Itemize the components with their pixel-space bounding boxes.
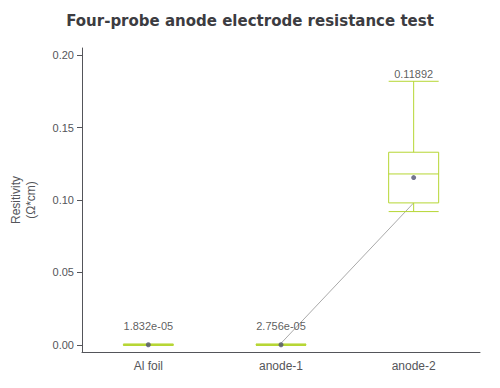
- svg-text:Four-probe anode electrode res: Four-probe anode electrode resistance te…: [66, 12, 434, 30]
- svg-text:0.15: 0.15: [53, 122, 74, 134]
- svg-text:2.756e-05: 2.756e-05: [256, 320, 306, 332]
- svg-text:Resitivity: Resitivity: [9, 176, 23, 224]
- svg-text:0.00: 0.00: [53, 339, 74, 351]
- svg-text:0.11892: 0.11892: [394, 68, 433, 80]
- svg-text:Al foil: Al foil: [134, 359, 163, 373]
- svg-text:0.10: 0.10: [53, 194, 74, 206]
- svg-text:0.05: 0.05: [53, 266, 74, 278]
- svg-text:anode-1: anode-1: [259, 359, 303, 373]
- svg-text:0.20: 0.20: [53, 49, 74, 61]
- svg-text:1.832e-05: 1.832e-05: [124, 320, 174, 332]
- svg-text:(Ω*cm): (Ω*cm): [24, 181, 38, 219]
- svg-text:anode-2: anode-2: [392, 359, 436, 373]
